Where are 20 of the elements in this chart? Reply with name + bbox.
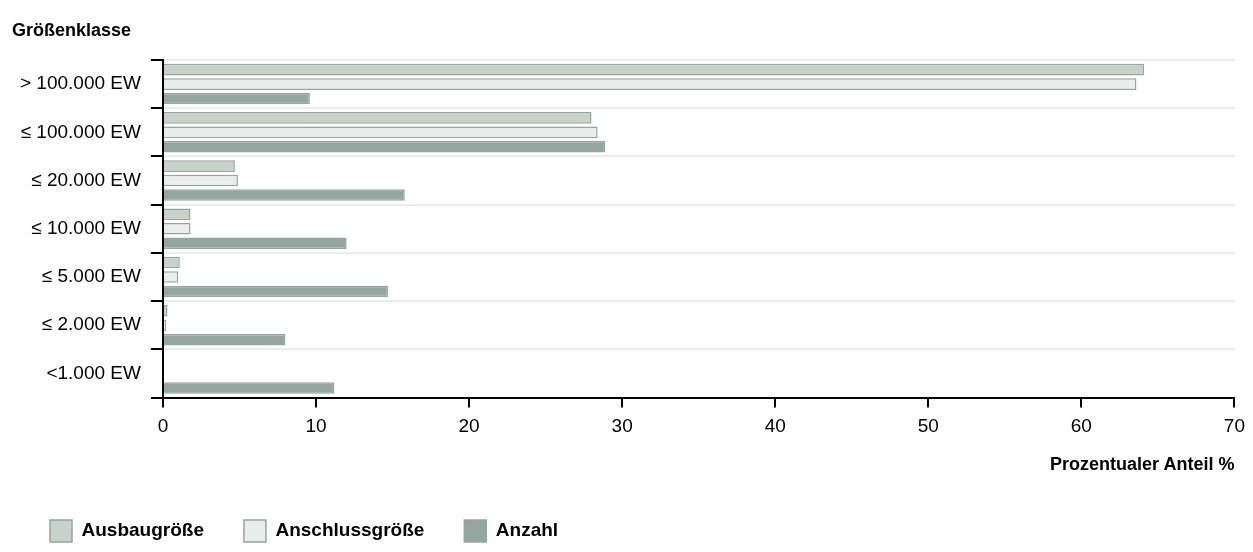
x-axis-title: Prozentualer Anteil % — [1050, 454, 1235, 475]
x-tick-label: 10 — [305, 415, 327, 437]
y-tick-label: <1.000 EW — [46, 361, 141, 383]
x-tick-label: 70 — [1223, 415, 1245, 437]
y-tick-label: ≤ 100.000 EW — [20, 120, 141, 142]
y-tick-label: > 100.000 EW — [19, 72, 141, 94]
legend-label: Anschlussgröße — [275, 519, 425, 541]
x-tick-label: 40 — [764, 415, 786, 437]
x-tick-label: 20 — [458, 415, 480, 437]
y-axis-title: Größenklasse — [12, 19, 132, 40]
x-tick-label: 60 — [1070, 415, 1092, 437]
y-tick-label: ≤ 5.000 EW — [41, 265, 141, 287]
y-tick-label: ≤ 2.000 EW — [41, 313, 141, 335]
y-tick-label: ≤ 10.000 EW — [31, 217, 141, 239]
legend-label: Ausbaugröße — [81, 519, 204, 541]
x-tick-label: 0 — [157, 415, 169, 437]
legend-label: Anzahl — [495, 519, 559, 541]
y-tick-label: ≤ 20.000 EW — [31, 168, 141, 190]
x-tick-label: 50 — [917, 415, 939, 437]
x-tick-label: 30 — [611, 415, 633, 437]
